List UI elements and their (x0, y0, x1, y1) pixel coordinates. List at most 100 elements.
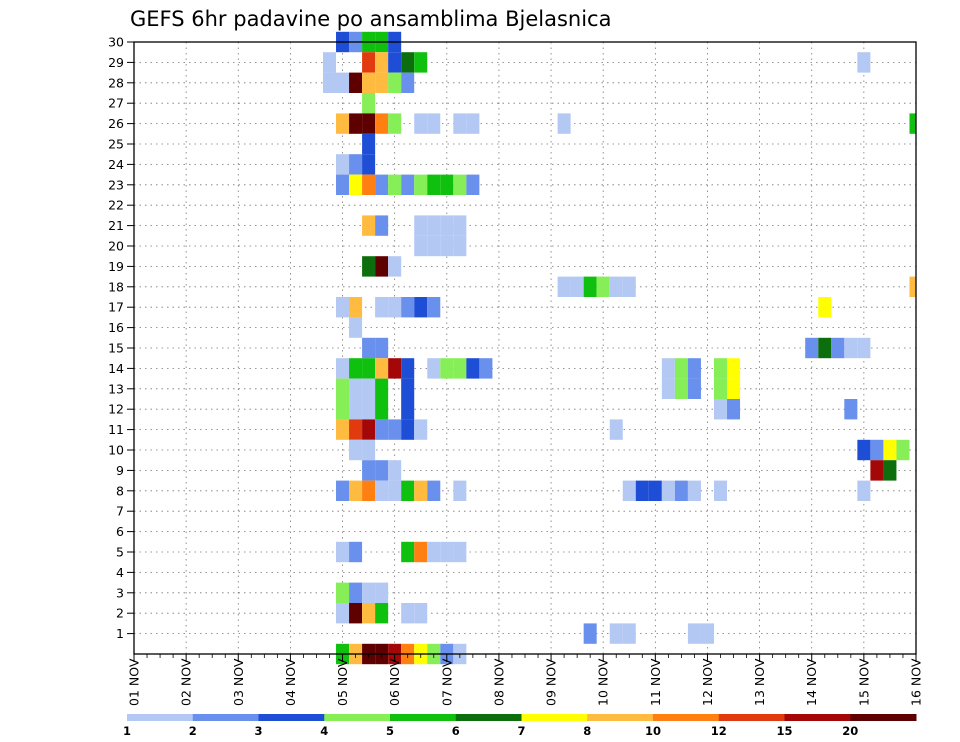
data-cells (322, 31, 916, 665)
precip-cell-member-8 (414, 480, 428, 501)
precip-cell-member-10 (883, 439, 897, 461)
colorbar-label: 12 (711, 724, 727, 738)
x-tick-label: 08 NOV (491, 658, 506, 706)
precip-cell-member-29 (414, 52, 428, 73)
precip-cell-member-23 (362, 174, 376, 195)
precip-cell-member-1 (609, 623, 623, 644)
colorbar-segment (653, 714, 720, 721)
precip-cell-member-18 (583, 276, 597, 297)
colorbar-label: 10 (645, 724, 661, 738)
precip-cell-member-13 (401, 378, 415, 399)
y-tick-label: 3 (116, 585, 124, 600)
precip-cell-member-25 (362, 133, 376, 155)
precip-cell-member-15 (375, 337, 389, 359)
precip-cell-member-23 (414, 174, 428, 195)
precip-cell-member-10 (896, 439, 910, 461)
precip-cell-member-23 (349, 174, 363, 195)
precip-cell-member-8 (336, 480, 350, 501)
precip-cell-member-5 (401, 541, 415, 563)
precip-cell-member-13 (674, 378, 688, 399)
precip-cell-member-13 (687, 378, 701, 399)
precip-cell-member-14 (336, 358, 350, 379)
precip-cell-member-15 (831, 337, 845, 359)
precip-cell-member-3 (349, 582, 363, 603)
precip-cell-member-29 (401, 52, 415, 73)
precip-cell-member-5 (440, 541, 454, 563)
precip-cell-member-18 (609, 276, 623, 297)
y-tick-label: 25 (108, 137, 124, 152)
precip-cell-member-13 (661, 378, 675, 399)
precip-cell-member-8 (857, 480, 871, 501)
precip-cell-member-11 (362, 419, 376, 440)
precip-cell-member-14 (687, 358, 701, 379)
colorbar-label: 2 (189, 724, 197, 738)
colorbar: 1 2 3 4 5 6 7 8 10 12 15 20 (123, 714, 917, 738)
precip-cell-member-28 (362, 72, 376, 93)
y-tick-label: 17 (108, 300, 124, 315)
precip-cell-member-29 (362, 52, 376, 73)
precip-cell-member-8 (635, 480, 649, 501)
precip-cell-member-28 (322, 72, 337, 93)
precip-cell-member-26 (557, 113, 571, 134)
y-tick-label: 22 (108, 198, 124, 213)
precip-cell-member-14 (440, 358, 454, 379)
precip-cell-member-11 (336, 419, 350, 440)
precip-cell-member-23 (427, 174, 441, 195)
precip-cell-member-3 (362, 582, 376, 603)
precip-cell-member-23 (440, 174, 454, 195)
precip-cell-member-14 (375, 358, 389, 379)
y-tick-label: 30 (108, 35, 124, 50)
x-tick-label: 11 NOV (648, 658, 663, 706)
precip-cell-member-9 (388, 460, 402, 481)
colorbar-segment (718, 714, 785, 721)
colorbar-label: 5 (386, 724, 394, 738)
precip-cell-member-26 (909, 113, 916, 134)
x-tick-label: 12 NOV (700, 658, 715, 706)
precip-cell-member-26 (362, 113, 376, 134)
precip-cell-member-2 (414, 603, 428, 624)
precip-cell-member-26 (453, 113, 467, 134)
x-tick-label: 14 NOV (804, 658, 819, 706)
precip-cell-member-17 (401, 297, 415, 318)
precip-cell-member-13 (349, 378, 363, 399)
colorbar-label: 3 (254, 724, 262, 738)
colorbar-label: 1 (123, 724, 131, 738)
precip-cell-member-12 (713, 399, 728, 420)
colorbar-label: 20 (842, 724, 858, 738)
precip-cell-member-18 (596, 276, 610, 297)
precip-cell-member-26 (466, 113, 480, 134)
precip-cell-member-24 (336, 154, 350, 175)
y-tick-label: 19 (108, 259, 124, 274)
precip-cell-member-11 (388, 419, 402, 440)
y-tick-label: 14 (108, 361, 124, 376)
precip-cell-member-26 (414, 113, 428, 134)
precip-cell-member-2 (362, 603, 376, 624)
precip-cell-member-9 (375, 460, 389, 481)
precip-cell-member-21 (375, 215, 389, 236)
precip-cell-member-9 (362, 460, 376, 481)
precip-cell-member-19 (375, 256, 389, 277)
precip-cell-member-8 (713, 480, 728, 501)
precip-cell-member-26 (388, 113, 402, 134)
precip-cell-member-14 (362, 358, 376, 379)
precip-cell-member-14 (479, 358, 493, 379)
precip-cell-member-20 (453, 235, 467, 257)
precip-cell-member-29 (375, 52, 389, 73)
precip-cell-member-1 (622, 623, 636, 644)
precip-cell-member-14 (388, 358, 402, 379)
x-axis: 01 NOV 02 NOV 03 NOV 04 NOV 05 NOV 06 NOV 07 N… (127, 654, 924, 706)
colorbar-segment (784, 714, 851, 721)
precip-cell-member-17 (427, 297, 441, 318)
precip-cell-member-13 (727, 378, 741, 399)
precip-cell-member-17 (414, 297, 428, 318)
precip-cell-member-1 (700, 623, 714, 644)
precip-cell-member-29 (322, 52, 337, 73)
precip-cell-member-29 (857, 52, 871, 73)
precip-cell-member-2 (375, 603, 389, 624)
y-tick-label: 4 (116, 565, 124, 580)
precip-cell-member-28 (336, 72, 350, 93)
precip-cell-member-9 (883, 460, 897, 481)
precip-cell-member-14 (401, 358, 415, 379)
precip-cell-member-18 (909, 276, 916, 297)
